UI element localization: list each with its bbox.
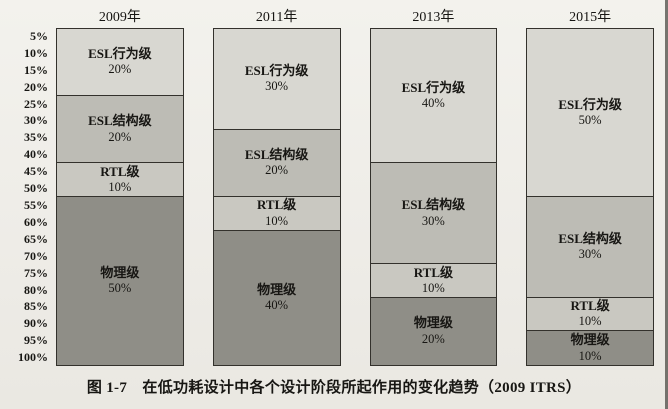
column-year-label: 2009年 bbox=[98, 10, 141, 25]
y-axis-tick: 80% bbox=[24, 282, 48, 297]
y-axis-tick: 55% bbox=[24, 198, 48, 213]
bar-segment: 物理级 50% bbox=[57, 196, 183, 365]
segment-name: ESL结构级 bbox=[558, 230, 622, 246]
bar-segment: RTL级 10% bbox=[57, 163, 183, 197]
stacked-bar: ESL行为级 50% ESL结构级 30% RTL级 10% 物理级 10% bbox=[526, 28, 654, 366]
segment-name: RTL级 bbox=[413, 264, 454, 280]
bar-segment: ESL行为级 50% bbox=[527, 29, 653, 197]
y-axis-tick: 40% bbox=[24, 147, 48, 162]
bar-segment: RTL级 10% bbox=[527, 297, 653, 332]
bar-segment: ESL结构级 20% bbox=[57, 96, 183, 164]
segment-value: 10% bbox=[265, 213, 289, 228]
y-axis-tick: 50% bbox=[24, 181, 48, 196]
y-axis-tick: 85% bbox=[24, 299, 48, 314]
y-axis-tick: 20% bbox=[24, 79, 48, 94]
segment-name: 物理级 bbox=[413, 315, 453, 331]
bar-segment: ESL结构级 20% bbox=[213, 129, 340, 197]
y-axis-tick: 10% bbox=[24, 45, 48, 60]
segment-name: ESL结构级 bbox=[401, 197, 466, 213]
bar-segment: 物理级 40% bbox=[213, 230, 340, 365]
segment-value: 20% bbox=[421, 331, 445, 346]
y-axis-tick: 25% bbox=[24, 96, 48, 111]
segment-value: 40% bbox=[265, 298, 289, 313]
segment-value: 20% bbox=[108, 62, 132, 77]
column-year-label: 2013年 bbox=[412, 10, 455, 25]
stacked-bar: ESL行为级 30% ESL结构级 20% RTL级 10% 物理级 40% bbox=[212, 28, 341, 366]
segment-name: ESL行为级 bbox=[401, 79, 466, 95]
y-axis-tick: 15% bbox=[24, 62, 48, 77]
segment-value: 20% bbox=[108, 129, 132, 144]
chart-column: 2011年 ESL行为级 30% ESL结构级 20% RTL级 10% 物理级 40% bbox=[212, 6, 341, 366]
y-axis-tick: 60% bbox=[24, 214, 48, 229]
chart-columns: 2009年 ESL行为级 20% ESL结构级 20% RTL级 10% 物理级 50% 2011… bbox=[56, 6, 654, 366]
y-axis-tick: 70% bbox=[24, 248, 48, 263]
segment-value: 30% bbox=[265, 79, 289, 94]
scan-edge-artifact bbox=[665, 0, 668, 409]
segment-value: 30% bbox=[578, 247, 602, 262]
segment-value: 10% bbox=[421, 280, 445, 295]
y-axis-tick: 35% bbox=[24, 130, 48, 145]
y-axis-tick: 5% bbox=[30, 28, 48, 43]
bar-segment: ESL结构级 30% bbox=[527, 197, 653, 298]
y-axis-tick: 95% bbox=[24, 333, 48, 348]
segment-name: ESL行为级 bbox=[88, 46, 152, 62]
y-axis-tick: 65% bbox=[24, 231, 48, 246]
bar-segment: ESL行为级 30% bbox=[213, 29, 340, 130]
stacked-bar: ESL行为级 40% ESL结构级 30% RTL级 10% 物理级 20% bbox=[369, 28, 498, 366]
y-axis-tick: 30% bbox=[24, 113, 48, 128]
y-axis-tick: 75% bbox=[24, 265, 48, 280]
segment-name: ESL行为级 bbox=[558, 96, 622, 112]
bar-segment: 物理级 20% bbox=[370, 297, 497, 365]
segment-name: 物理级 bbox=[570, 332, 610, 348]
segment-name: ESL行为级 bbox=[244, 62, 309, 78]
segment-value: 40% bbox=[421, 96, 445, 110]
segment-value: 30% bbox=[421, 213, 445, 228]
bar-segment: RTL级 10% bbox=[213, 196, 340, 231]
segment-value: 10% bbox=[578, 348, 602, 363]
y-axis: 5% 10% 15% 20% 25% 30% 35% 40% 45% 50% 55% 60% 65% 70… bbox=[4, 28, 56, 366]
segment-name: RTL级 bbox=[570, 298, 610, 314]
stacked-bar: ESL行为级 20% ESL结构级 20% RTL级 10% 物理级 50% bbox=[56, 28, 184, 366]
bar-segment: ESL结构级 30% bbox=[370, 163, 497, 265]
segment-value: 50% bbox=[108, 281, 132, 296]
y-axis-tick: 90% bbox=[24, 316, 48, 331]
segment-name: RTL级 bbox=[100, 163, 140, 179]
bar-segment: ESL行为级 20% bbox=[57, 29, 183, 97]
segment-name: RTL级 bbox=[256, 197, 297, 213]
segment-value: 10% bbox=[108, 179, 132, 194]
y-axis-tick: 45% bbox=[24, 164, 48, 179]
segment-name: 物理级 bbox=[100, 265, 140, 281]
segment-name: 物理级 bbox=[257, 281, 297, 297]
segment-name: ESL结构级 bbox=[88, 113, 152, 129]
bar-segment: 物理级 10% bbox=[527, 331, 653, 365]
column-year-label: 2011年 bbox=[255, 10, 298, 25]
bar-segment: ESL行为级 40% bbox=[370, 29, 497, 164]
y-axis-tick: 100% bbox=[18, 350, 48, 365]
segment-name: ESL结构级 bbox=[244, 146, 309, 162]
stacked-bar-chart: 5% 10% 15% 20% 25% 30% 35% 40% 45% 50% 55% 60% 65% 70… bbox=[4, 6, 654, 366]
segment-value: 10% bbox=[578, 314, 602, 329]
chart-column: 2009年 ESL行为级 20% ESL结构级 20% RTL级 10% 物理级 50% bbox=[56, 6, 184, 366]
chart-column: 2015年 ESL行为级 50% ESL结构级 30% RTL级 10% 物理级 10% bbox=[526, 6, 654, 366]
segment-value: 50% bbox=[578, 112, 602, 127]
bar-segment: RTL级 10% bbox=[370, 264, 497, 298]
figure-caption: 图 1-7 在低功耗设计中各个设计阶段所起作用的变化趋势（2009 ITRS） bbox=[86, 380, 582, 396]
column-year-label: 2015年 bbox=[569, 10, 612, 25]
segment-value: 20% bbox=[265, 163, 289, 178]
chart-column: 2013年 ESL行为级 40% ESL结构级 30% RTL级 10% 物理级 20% bbox=[369, 6, 498, 366]
